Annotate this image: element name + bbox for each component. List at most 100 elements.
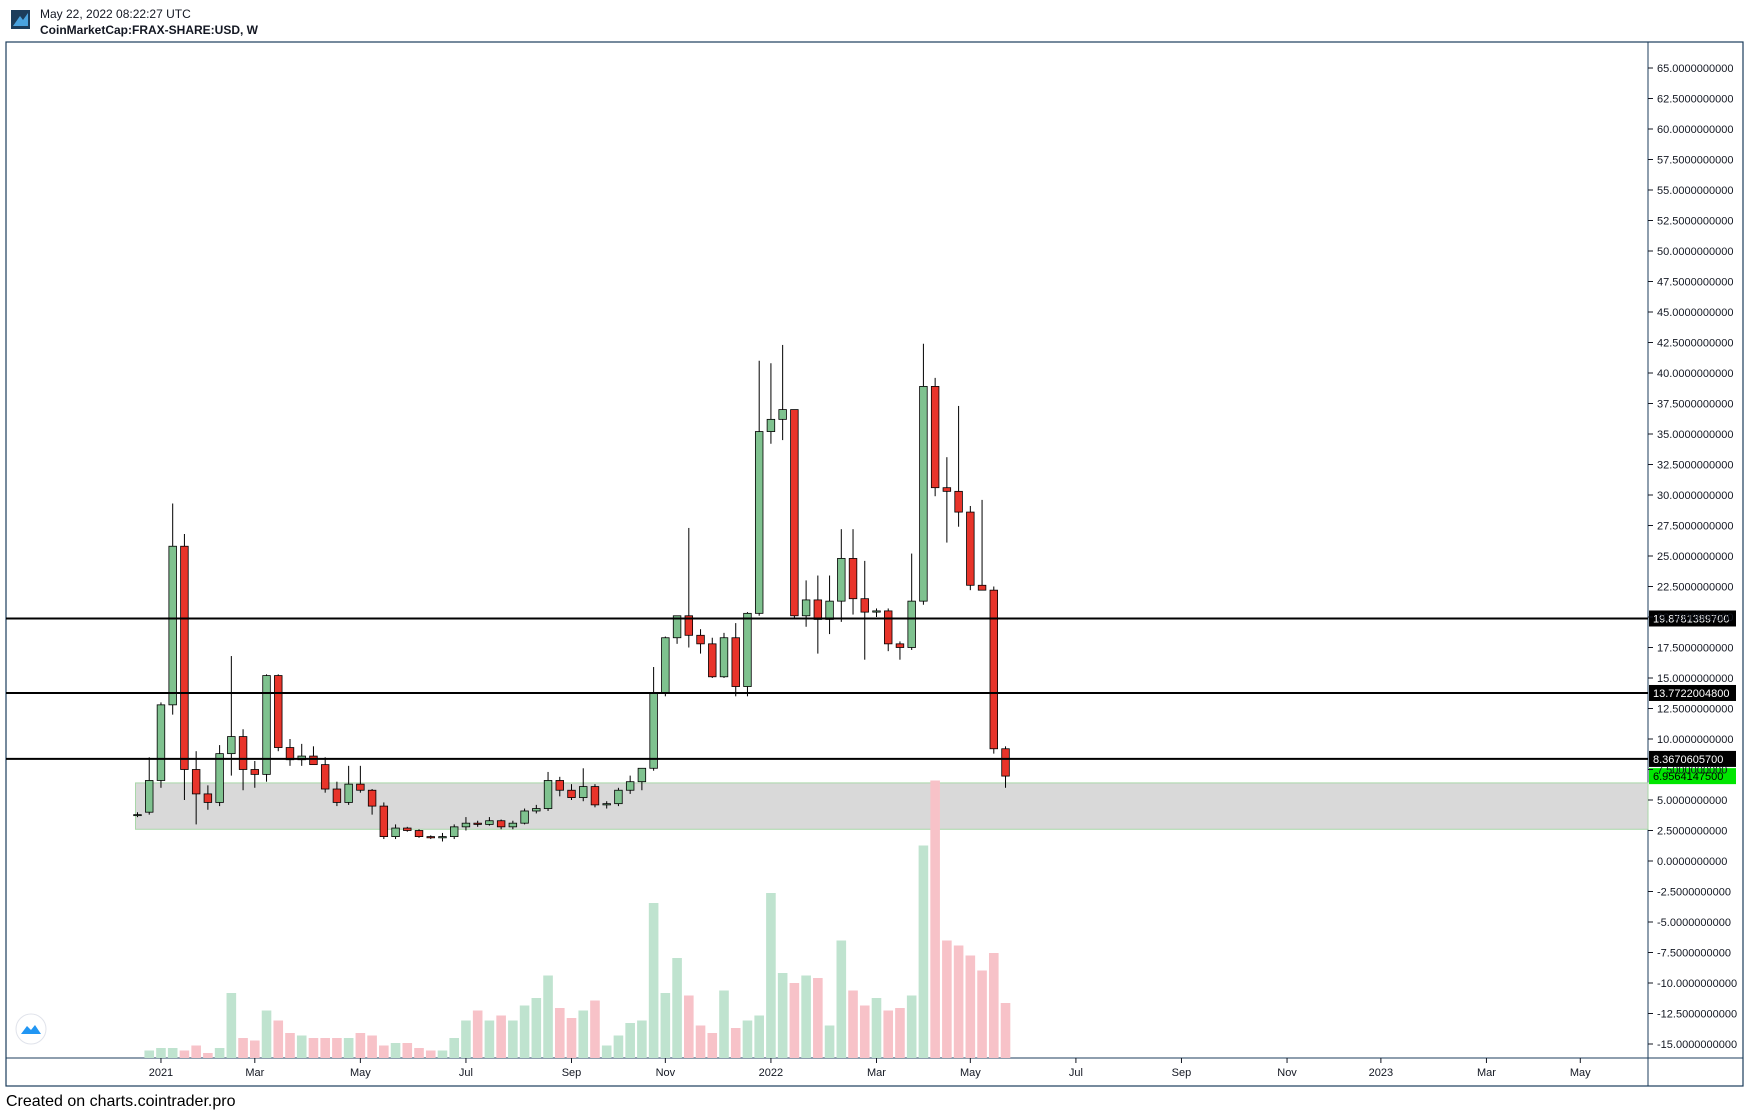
candle[interactable] <box>567 784 576 800</box>
candle-body <box>133 814 142 817</box>
candle-body <box>496 820 506 828</box>
candle[interactable] <box>344 765 353 805</box>
candle[interactable] <box>1001 746 1010 788</box>
candle[interactable] <box>367 789 377 815</box>
candle[interactable] <box>872 608 881 617</box>
candle[interactable] <box>954 405 963 527</box>
candle[interactable] <box>496 819 506 830</box>
y-tick-label: -15.0000000000 <box>1657 1039 1737 1051</box>
candle[interactable] <box>379 802 389 840</box>
candle[interactable] <box>391 824 400 840</box>
candle[interactable] <box>778 344 787 441</box>
candle[interactable] <box>989 586 998 754</box>
candle[interactable] <box>485 817 494 826</box>
candle[interactable] <box>696 629 705 654</box>
candle[interactable] <box>356 765 365 793</box>
candle[interactable] <box>156 702 166 788</box>
candle[interactable] <box>191 751 201 825</box>
y-tick-label: 50.0000000000 <box>1657 246 1733 258</box>
candle[interactable] <box>309 746 318 766</box>
candle[interactable] <box>332 781 342 807</box>
candle-body <box>191 769 201 795</box>
volume-bar <box>672 958 682 1058</box>
candle[interactable] <box>661 636 670 697</box>
candle[interactable] <box>180 534 189 800</box>
candle[interactable] <box>426 835 435 840</box>
candle[interactable] <box>520 808 529 825</box>
candle-body <box>1001 748 1010 777</box>
candle[interactable] <box>649 667 658 771</box>
candle[interactable] <box>285 739 295 766</box>
tradingview-cloud-icon <box>21 1025 41 1034</box>
candle[interactable] <box>942 457 952 543</box>
volume-bar <box>179 1050 190 1058</box>
candle[interactable] <box>907 553 916 650</box>
candle-body <box>825 600 834 620</box>
candle-body <box>250 769 259 775</box>
candle[interactable] <box>895 641 905 660</box>
candle[interactable] <box>555 776 564 797</box>
candle[interactable] <box>414 829 424 838</box>
candle[interactable] <box>848 529 858 615</box>
candle[interactable] <box>754 360 764 616</box>
candle[interactable] <box>168 503 177 715</box>
candle[interactable] <box>672 615 682 644</box>
candle-body <box>884 610 893 645</box>
candle[interactable] <box>801 580 811 627</box>
candle[interactable] <box>930 377 940 497</box>
volume-bar <box>906 995 917 1058</box>
candle[interactable] <box>684 527 694 648</box>
candle[interactable] <box>790 409 799 620</box>
candle[interactable] <box>262 674 271 782</box>
candle[interactable] <box>133 812 142 818</box>
x-tick-label: Jul <box>459 1067 473 1079</box>
candle[interactable] <box>203 785 213 810</box>
candle[interactable] <box>602 801 611 809</box>
candle[interactable] <box>813 575 823 654</box>
candle[interactable] <box>766 363 776 444</box>
y-tick-label: -2.5000000000 <box>1657 887 1731 899</box>
candle[interactable] <box>227 656 236 776</box>
candle[interactable] <box>860 560 869 660</box>
candle[interactable] <box>508 820 518 830</box>
candle-body <box>532 808 541 812</box>
candle[interactable] <box>532 804 541 814</box>
volume-bar <box>930 780 940 1058</box>
chart-header: May 22, 2022 08:22:27 UTC CoinMarketCap:… <box>0 0 1750 40</box>
candle[interactable] <box>543 771 553 811</box>
candle[interactable] <box>450 824 459 840</box>
y-tick-label: 35.0000000000 <box>1657 429 1733 441</box>
candle[interactable] <box>297 743 306 766</box>
candle[interactable] <box>731 623 740 697</box>
candle[interactable] <box>438 832 447 842</box>
candle[interactable] <box>614 787 623 807</box>
volume-bar <box>144 1050 155 1058</box>
level-price-label: 8.3670605700 <box>1653 754 1723 766</box>
candle[interactable] <box>461 817 471 831</box>
candle[interactable] <box>919 343 928 605</box>
candle[interactable] <box>274 674 283 752</box>
candle[interactable] <box>743 612 752 697</box>
candle[interactable] <box>719 632 729 678</box>
candle[interactable] <box>473 820 482 827</box>
candle[interactable] <box>837 529 846 622</box>
candle[interactable] <box>637 767 647 791</box>
level-price-badge <box>1649 750 1736 767</box>
candle[interactable] <box>966 505 975 591</box>
candle[interactable] <box>590 784 600 808</box>
candle[interactable] <box>977 499 987 591</box>
candle[interactable] <box>250 760 259 788</box>
volume-bar <box>895 1008 905 1058</box>
candle[interactable] <box>579 768 588 802</box>
candle[interactable] <box>215 745 224 807</box>
candle[interactable] <box>403 826 412 832</box>
candle[interactable] <box>145 757 154 815</box>
candle[interactable] <box>708 637 717 678</box>
candle[interactable] <box>884 608 893 652</box>
candle[interactable] <box>320 757 330 793</box>
candle[interactable] <box>625 775 635 794</box>
y-tick-label: 25.0000000000 <box>1657 551 1733 563</box>
candle[interactable] <box>825 575 834 635</box>
tradingview-badge[interactable] <box>15 1013 47 1045</box>
